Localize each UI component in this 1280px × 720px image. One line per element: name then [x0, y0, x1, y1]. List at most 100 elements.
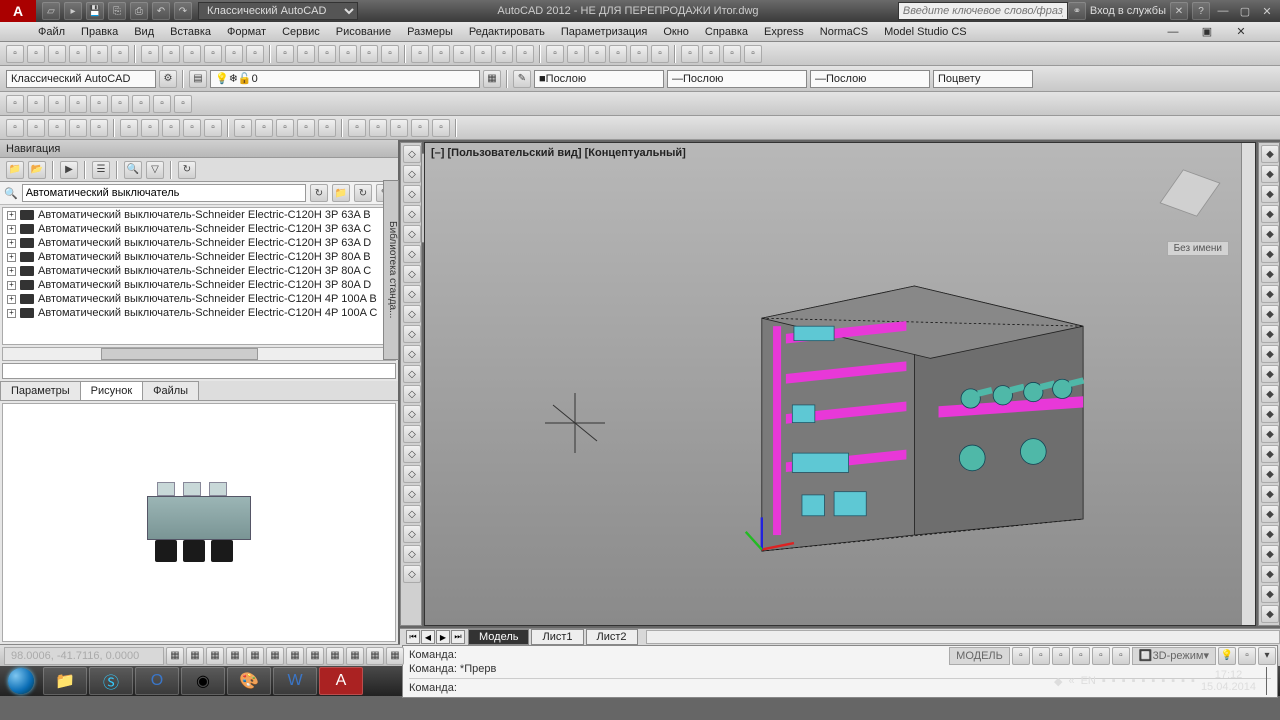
ext1-tool-8[interactable]: ▫: [174, 95, 192, 113]
draw-tool-10[interactable]: ◇: [403, 345, 421, 363]
ext2-tool-18[interactable]: ▫: [411, 119, 429, 137]
linetype-combo[interactable]: — Послою: [667, 70, 807, 88]
tray-app-icon[interactable]: ◆: [1054, 675, 1062, 688]
std-tool-22[interactable]: ▫: [495, 45, 513, 63]
menu-window[interactable]: Окно: [663, 26, 689, 38]
clock-date[interactable]: 15.04.2014: [1201, 681, 1256, 693]
component-tree[interactable]: +Автоматический выключатель-Schneider El…: [2, 207, 396, 345]
play-icon[interactable]: ▶: [60, 161, 78, 179]
mod-tool-20[interactable]: ◆: [1261, 545, 1279, 563]
library-side-tab[interactable]: Библиотека станда...: [383, 180, 399, 360]
match-icon[interactable]: ✎: [513, 70, 531, 88]
status-opt-icon[interactable]: ▫: [1238, 647, 1256, 665]
minimize-button[interactable]: —: [1214, 3, 1232, 19]
menu-modify[interactable]: Редактировать: [469, 26, 545, 38]
std-tool-2[interactable]: ▫: [48, 45, 66, 63]
mod-tool-9[interactable]: ◆: [1261, 325, 1279, 343]
ext2-tool-10[interactable]: ▫: [234, 119, 252, 137]
filter-icon[interactable]: ▽: [146, 161, 164, 179]
tab-next-icon[interactable]: ▶: [436, 630, 450, 644]
tab-last-icon[interactable]: ⏭: [451, 630, 465, 644]
std-tool-1[interactable]: ▫: [27, 45, 45, 63]
tray-icon-0[interactable]: ▪: [1102, 675, 1106, 687]
mod-tool-10[interactable]: ◆: [1261, 345, 1279, 363]
menu-view[interactable]: Вид: [134, 26, 154, 38]
tray-icon-6[interactable]: ▪: [1161, 675, 1165, 687]
menu-edit[interactable]: Правка: [81, 26, 118, 38]
tab-files[interactable]: Файлы: [142, 381, 199, 400]
ext1-tool-4[interactable]: ▫: [90, 95, 108, 113]
draw-tool-19[interactable]: ◇: [403, 525, 421, 543]
ext2-tool-7[interactable]: ▫: [162, 119, 180, 137]
ext2-tool-3[interactable]: ▫: [69, 119, 87, 137]
draw-tool-4[interactable]: ◇: [403, 225, 421, 243]
signin-link[interactable]: Вход в службы: [1090, 5, 1166, 17]
ext2-tool-2[interactable]: ▫: [48, 119, 66, 137]
viewport-vscroll[interactable]: [1241, 143, 1255, 625]
undo-icon[interactable]: ↶: [152, 2, 170, 20]
mod-tool-23[interactable]: ◆: [1261, 605, 1279, 623]
draw-tool-11[interactable]: ◇: [403, 365, 421, 383]
menu-modelstudio[interactable]: Model Studio CS: [884, 26, 967, 38]
std-tool-24[interactable]: ▫: [546, 45, 564, 63]
lineweight-combo[interactable]: — Послою: [810, 70, 930, 88]
menu-dimensions[interactable]: Размеры: [407, 26, 453, 38]
mod-tool-16[interactable]: ◆: [1261, 465, 1279, 483]
status-right-1[interactable]: ▫: [1032, 647, 1050, 665]
viewport[interactable]: [–] [Пользовательский вид] [Концептуальн…: [424, 142, 1256, 626]
ext2-tool-14[interactable]: ▫: [318, 119, 336, 137]
upfolder-icon[interactable]: 📂: [28, 161, 46, 179]
std-tool-25[interactable]: ▫: [567, 45, 585, 63]
viewport-label[interactable]: [–] [Пользовательский вид] [Концептуальн…: [431, 147, 686, 159]
ext1-tool-6[interactable]: ▫: [132, 95, 150, 113]
std-tool-30[interactable]: ▫: [681, 45, 699, 63]
mod-tool-15[interactable]: ◆: [1261, 445, 1279, 463]
mod-tool-11[interactable]: ◆: [1261, 365, 1279, 383]
print-icon[interactable]: ⎙: [130, 2, 148, 20]
draw-tool-17[interactable]: ◇: [403, 485, 421, 503]
paint-icon[interactable]: 🎨: [227, 667, 271, 695]
search-opt-icon[interactable]: ↻: [354, 184, 372, 202]
mod-tool-5[interactable]: ◆: [1261, 245, 1279, 263]
status-toggle-1[interactable]: ▦: [186, 647, 204, 665]
tab-prev-icon[interactable]: ◀: [421, 630, 435, 644]
tray-icon-9[interactable]: ▪: [1191, 675, 1195, 687]
layer-props-icon[interactable]: ▤: [189, 70, 207, 88]
std-tool-14[interactable]: ▫: [318, 45, 336, 63]
mod-tool-0[interactable]: ◆: [1261, 145, 1279, 163]
mod-tool-7[interactable]: ◆: [1261, 285, 1279, 303]
close-button[interactable]: ✕: [1258, 3, 1276, 19]
mod-tool-19[interactable]: ◆: [1261, 525, 1279, 543]
refresh-icon[interactable]: ↻: [178, 161, 196, 179]
find-icon[interactable]: 🔍: [124, 161, 142, 179]
help-search-input[interactable]: [898, 2, 1068, 20]
word-icon[interactable]: W: [273, 667, 317, 695]
maximize-button[interactable]: ▢: [1236, 3, 1254, 19]
mod-tool-18[interactable]: ◆: [1261, 505, 1279, 523]
mod-tool-13[interactable]: ◆: [1261, 405, 1279, 423]
std-tool-9[interactable]: ▫: [204, 45, 222, 63]
std-tool-17[interactable]: ▫: [381, 45, 399, 63]
mod-tool-22[interactable]: ◆: [1261, 585, 1279, 603]
std-tool-23[interactable]: ▫: [516, 45, 534, 63]
ext1-tool-3[interactable]: ▫: [69, 95, 87, 113]
std-tool-33[interactable]: ▫: [744, 45, 762, 63]
draw-tool-18[interactable]: ◇: [403, 505, 421, 523]
status-toggle-3[interactable]: ▦: [226, 647, 244, 665]
tray-icon-2[interactable]: ▪: [1122, 675, 1126, 687]
draw-tool-12[interactable]: ◇: [403, 385, 421, 403]
status-right-3[interactable]: ▫: [1072, 647, 1090, 665]
open-icon[interactable]: ▸: [64, 2, 82, 20]
mod-tool-21[interactable]: ◆: [1261, 565, 1279, 583]
mod-tool-17[interactable]: ◆: [1261, 485, 1279, 503]
show-desktop-button[interactable]: [1266, 667, 1274, 695]
menu-format[interactable]: Формат: [227, 26, 266, 38]
filter-input[interactable]: [2, 363, 396, 379]
tab-sheet2[interactable]: Лист2: [586, 629, 638, 645]
draw-tool-2[interactable]: ◇: [403, 185, 421, 203]
nav-search-input[interactable]: [22, 184, 306, 202]
ext1-tool-2[interactable]: ▫: [48, 95, 66, 113]
menu-file[interactable]: Файл: [38, 26, 65, 38]
chrome-icon[interactable]: ◉: [181, 667, 225, 695]
gear-icon[interactable]: ⚙: [159, 70, 177, 88]
